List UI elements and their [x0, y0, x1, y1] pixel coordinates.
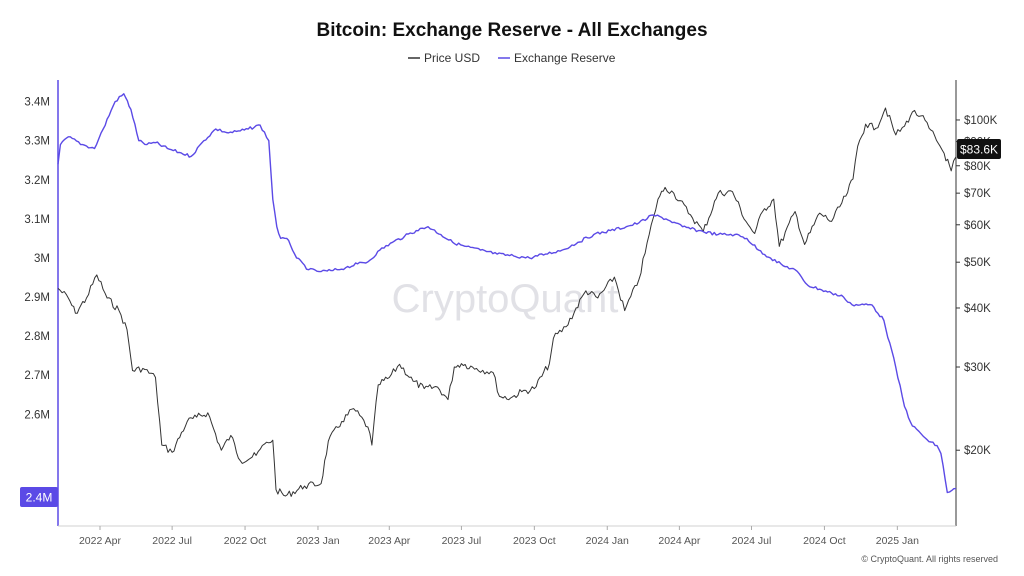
- left-tick-label: 3.3M: [24, 136, 50, 148]
- right-tick-label: $30K: [964, 362, 991, 374]
- left-tick-label: 2.8M: [24, 331, 50, 343]
- watermark: CryptoQuant: [392, 277, 619, 321]
- left-tick-label: 3M: [34, 253, 50, 265]
- legend: Price USD Exchange Reserve: [408, 51, 616, 65]
- left-tick-label: 2.7M: [24, 370, 50, 382]
- left-axis-ticks: 3.4M 3.3M 3.2M 3.1M 3M 2.9M 2.8M 2.7M 2.6M: [24, 97, 50, 422]
- series-exchange-reserve-line: [57, 93, 957, 494]
- series-price-usd-line: [57, 107, 957, 497]
- legend-price-label: Price USD: [424, 51, 480, 65]
- x-axis-ticks: 2022 Apr 2022 Jul 2022 Oct 2023 Jan 2023 Apr…: [79, 526, 919, 547]
- right-tick-label: $20K: [964, 445, 991, 457]
- x-tick-label: 2025 Jan: [876, 535, 919, 547]
- x-tick-label: 2022 Oct: [224, 535, 267, 547]
- right-tick-label: $100K: [964, 115, 998, 127]
- x-tick-label: 2022 Jul: [152, 535, 192, 547]
- price-current-badge: $83.6K: [957, 139, 1001, 159]
- right-tick-label: $60K: [964, 220, 991, 232]
- reserve-badge-bg: [20, 487, 58, 507]
- reserve-current-badge: 2.4M: [20, 487, 58, 507]
- left-tick-label: 2.9M: [24, 292, 50, 304]
- right-tick-label: $50K: [964, 257, 991, 269]
- reserve-badge-label: 2.4M: [26, 491, 53, 505]
- left-tick-label: 3.4M: [24, 97, 50, 109]
- legend-item-reserve[interactable]: Exchange Reserve: [498, 51, 616, 65]
- right-tick-label: $40K: [964, 303, 991, 315]
- x-tick-label: 2024 Jan: [586, 535, 629, 547]
- x-tick-label: 2023 Jul: [442, 535, 482, 547]
- price-badge-bg: [957, 139, 1001, 159]
- x-tick-label: 2023 Oct: [513, 535, 556, 547]
- left-tick-label: 3.1M: [24, 214, 50, 226]
- copyright-notice: © CryptoQuant. All rights reserved: [861, 554, 998, 564]
- right-tick-label: $70K: [964, 188, 991, 200]
- x-tick-label: 2024 Apr: [658, 535, 701, 547]
- price-badge-label: $83.6K: [960, 143, 998, 157]
- x-tick-label: 2024 Jul: [732, 535, 772, 547]
- chart-title: Bitcoin: Exchange Reserve - All Exchange…: [316, 20, 707, 41]
- x-tick-label: 2024 Oct: [803, 535, 846, 547]
- legend-item-price[interactable]: Price USD: [408, 51, 480, 65]
- legend-reserve-label: Exchange Reserve: [514, 51, 616, 65]
- x-tick-label: 2022 Apr: [79, 535, 122, 547]
- right-tick-label: $80K: [964, 161, 991, 173]
- left-tick-label: 3.2M: [24, 175, 50, 187]
- x-tick-label: 2023 Jan: [296, 535, 339, 547]
- x-tick-label: 2023 Apr: [368, 535, 411, 547]
- left-tick-label: 2.6M: [24, 409, 50, 421]
- right-axis-ticks: $100K$90K$80K$70K$60K$50K$40K$30K$20K: [956, 115, 998, 457]
